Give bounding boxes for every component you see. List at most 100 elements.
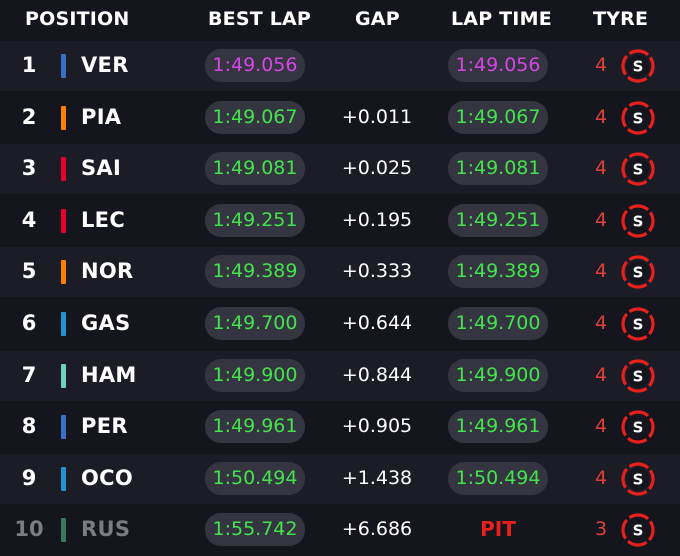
tyre-compound-label: S (633, 316, 644, 334)
soft-tyre-icon: S (621, 410, 655, 444)
gap-value: +0.025 (341, 157, 413, 180)
tyre-age: 4 (594, 208, 608, 231)
tyre-compound-label: S (633, 470, 644, 488)
last-lap-time: 1:49.251 (448, 203, 548, 237)
position-number: 9 (21, 465, 37, 490)
table-row[interactable]: 7 HAM 1:49.900 +0.844 1:49.900 4 S (0, 350, 680, 401)
gap-value: +0.333 (341, 260, 413, 283)
position-number: 7 (21, 362, 37, 387)
tyre-age: 4 (594, 105, 608, 128)
position-number: 3 (21, 156, 37, 181)
tyre-compound-label: S (633, 522, 644, 540)
driver-code[interactable]: OCO (81, 465, 134, 490)
driver-code[interactable]: HAM (81, 362, 137, 387)
header-tyre[interactable]: TYRE (593, 8, 649, 30)
tyre-age: 4 (594, 157, 608, 180)
last-lap-time: 1:49.900 (448, 358, 548, 392)
driver-code[interactable]: LEC (81, 207, 126, 232)
soft-tyre-icon: S (621, 204, 655, 238)
tyre-compound-label: S (633, 109, 644, 127)
driver-code[interactable]: PER (81, 414, 128, 439)
soft-tyre-icon: S (621, 513, 655, 547)
team-color-bar (61, 518, 66, 543)
soft-tyre-icon: S (621, 462, 655, 496)
best-lap-time: 1:50.494 (205, 461, 305, 495)
gap-value: +0.011 (341, 105, 413, 128)
position-number: 4 (21, 207, 37, 232)
last-lap-time: 1:49.067 (448, 100, 548, 134)
team-color-bar (61, 54, 66, 78)
last-lap-time: 1:49.056 (448, 49, 548, 82)
driver-code[interactable]: RUS (81, 517, 131, 542)
header-gap[interactable]: GAP (355, 8, 400, 30)
best-lap-time: 1:49.961 (205, 410, 305, 444)
table-row[interactable]: 4 LEC 1:49.251 +0.195 1:49.251 4 S (0, 195, 680, 246)
pit-status: PIT (480, 517, 516, 542)
team-color-bar (61, 157, 66, 182)
driver-code[interactable]: NOR (81, 259, 134, 284)
gap-value: +0.844 (341, 363, 413, 386)
tyre-compound-label: S (633, 212, 644, 230)
table-row[interactable]: 2 PIA 1:49.067 +0.011 1:49.067 4 S (0, 92, 680, 143)
soft-tyre-icon: S (621, 255, 655, 289)
soft-tyre-icon: S (621, 307, 655, 341)
best-lap-time: 1:49.900 (205, 358, 305, 392)
last-lap-time: 1:49.081 (448, 152, 548, 186)
header-lap-time[interactable]: LAP TIME (451, 8, 552, 30)
tyre-age: 4 (594, 363, 608, 386)
best-lap-time: 1:49.700 (205, 307, 305, 340)
position-number: 1 (21, 53, 37, 77)
team-color-bar (61, 415, 66, 440)
header-position[interactable]: POSITION (25, 8, 130, 30)
gap-value: +6.686 (341, 518, 413, 541)
table-row[interactable]: 3 SAI 1:49.081 +0.025 1:49.081 4 S (0, 144, 680, 195)
tyre-compound-label: S (633, 264, 644, 282)
last-lap-time: 1:49.961 (448, 410, 548, 444)
table-row[interactable]: 1 VER 1:49.056 1:49.056 4 S (0, 41, 680, 91)
table-row[interactable]: 6 GAS 1:49.700 +0.644 1:49.700 4 S (0, 299, 680, 349)
tyre-age: 4 (594, 54, 608, 76)
position-number: 5 (21, 259, 37, 284)
driver-code[interactable]: SAI (81, 156, 122, 181)
tyre-compound-label: S (633, 419, 644, 437)
header-best-lap[interactable]: BEST LAP (208, 8, 312, 30)
soft-tyre-icon: S (621, 49, 655, 83)
best-lap-time: 1:55.742 (205, 513, 305, 547)
team-color-bar (61, 208, 66, 233)
table-row[interactable]: 8 PER 1:49.961 +0.905 1:49.961 4 S (0, 402, 680, 453)
last-lap-time: 1:49.700 (448, 307, 548, 340)
driver-code[interactable]: GAS (81, 311, 131, 335)
driver-code[interactable]: VER (81, 53, 129, 77)
tyre-age: 4 (594, 466, 608, 489)
best-lap-time: 1:49.067 (205, 100, 305, 134)
team-color-bar (61, 363, 66, 388)
table-row[interactable]: 9 OCO 1:50.494 +1.438 1:50.494 4 S (0, 453, 680, 504)
team-color-bar (61, 260, 66, 285)
best-lap-time: 1:49.056 (205, 49, 305, 82)
team-color-bar (61, 105, 66, 130)
timing-header: POSITION BEST LAP GAP LAP TIME TYRE (0, 0, 680, 40)
tyre-age: 3 (594, 518, 608, 541)
position-number: 6 (21, 311, 37, 335)
last-lap-time: 1:49.389 (448, 255, 548, 289)
tyre-age: 4 (594, 260, 608, 283)
soft-tyre-icon: S (621, 358, 655, 393)
soft-tyre-icon: S (621, 100, 655, 135)
gap-value: +0.905 (341, 415, 413, 438)
tyre-compound-label: S (633, 161, 644, 179)
last-lap-time: 1:50.494 (448, 461, 548, 495)
table-row[interactable]: 5 NOR 1:49.389 +0.333 1:49.389 4 S (0, 247, 680, 298)
driver-code[interactable]: PIA (81, 104, 122, 129)
position-number: 8 (21, 414, 37, 439)
table-row[interactable]: 10 RUS 1:55.742 +6.686 PIT 3 S (0, 505, 680, 556)
tyre-age: 4 (594, 415, 608, 438)
team-color-bar (61, 312, 66, 336)
team-color-bar (61, 466, 66, 491)
gap-value: +0.644 (341, 312, 413, 334)
tyre-age: 4 (594, 312, 608, 334)
gap-value: +1.438 (341, 466, 413, 489)
soft-tyre-icon: S (621, 152, 655, 186)
gap-value: +0.195 (341, 208, 413, 231)
tyre-compound-label: S (633, 58, 644, 76)
